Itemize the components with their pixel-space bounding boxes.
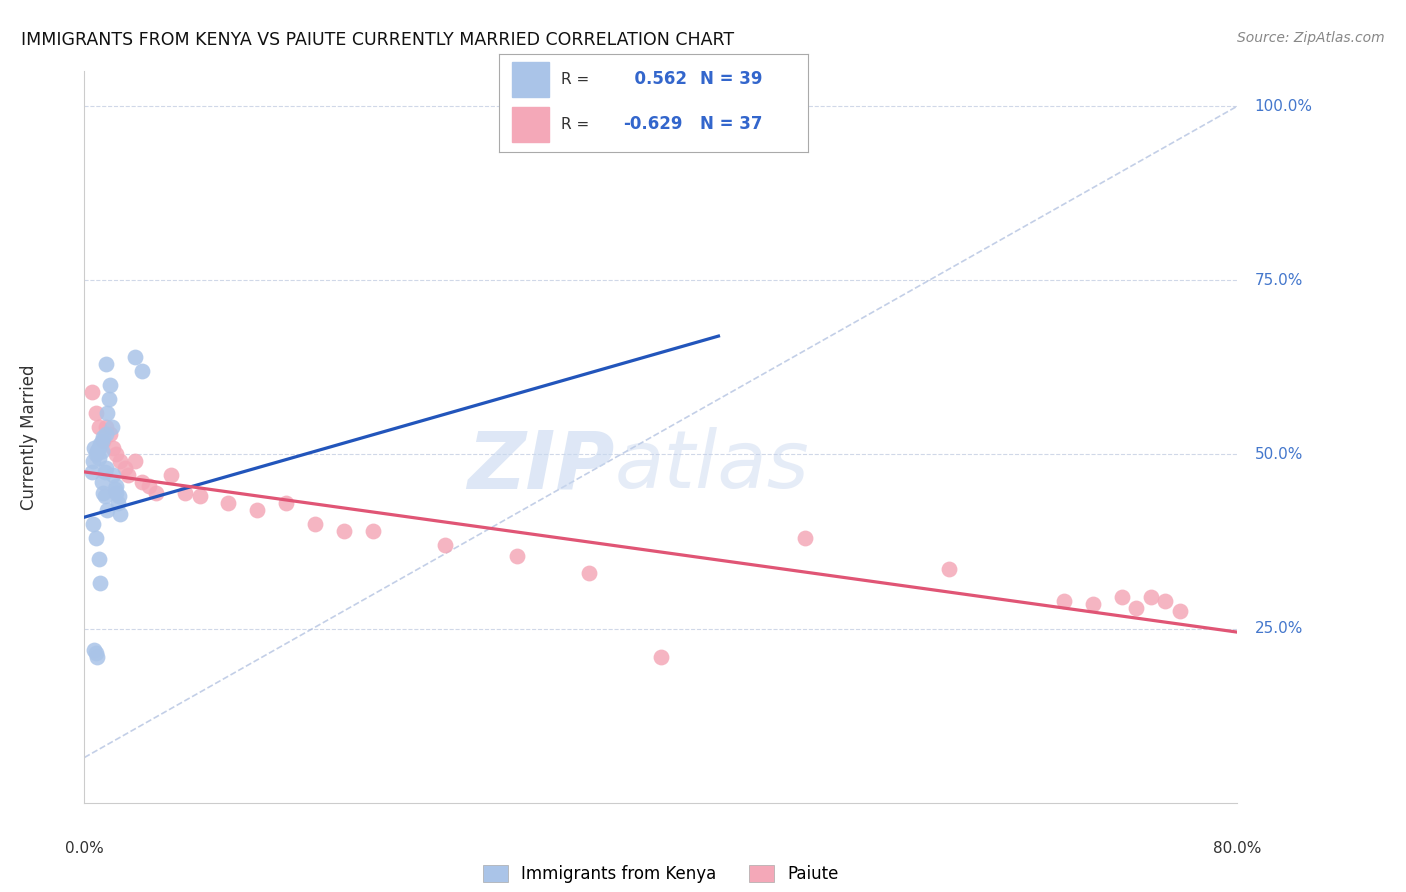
Text: 80.0%: 80.0% xyxy=(1213,841,1261,856)
Point xyxy=(160,468,183,483)
Point xyxy=(94,357,117,371)
Point xyxy=(83,642,105,657)
Point xyxy=(105,485,128,500)
Point xyxy=(174,485,197,500)
Point xyxy=(87,441,110,455)
Point xyxy=(217,496,239,510)
Text: ZIP: ZIP xyxy=(467,427,614,506)
Point xyxy=(84,531,107,545)
Point xyxy=(1168,604,1191,618)
Point xyxy=(332,524,354,538)
Point xyxy=(80,465,103,479)
Point xyxy=(90,434,112,448)
Point xyxy=(138,479,160,493)
Point xyxy=(84,406,107,420)
Point xyxy=(89,576,111,591)
Text: -0.629: -0.629 xyxy=(623,115,682,133)
Point xyxy=(274,496,298,510)
Point xyxy=(793,531,815,545)
Point xyxy=(103,468,124,483)
Text: 25.0%: 25.0% xyxy=(1254,621,1303,636)
Text: 100.0%: 100.0% xyxy=(1254,99,1313,113)
Point xyxy=(506,549,529,563)
Point xyxy=(1081,597,1104,611)
Point xyxy=(108,489,131,503)
Point xyxy=(131,364,153,378)
Point xyxy=(93,465,115,479)
Point xyxy=(104,483,127,497)
Point xyxy=(110,507,132,521)
Point xyxy=(96,406,118,420)
Point xyxy=(84,448,107,462)
Point xyxy=(105,448,128,462)
Point xyxy=(188,489,211,503)
Text: R =: R = xyxy=(561,71,589,87)
Point xyxy=(82,454,104,468)
Point xyxy=(98,426,121,441)
Text: Currently Married: Currently Married xyxy=(20,364,38,510)
Point xyxy=(433,538,456,552)
Point xyxy=(100,419,122,434)
Point xyxy=(124,454,146,468)
Point xyxy=(361,524,384,538)
Bar xyxy=(512,108,548,142)
Point xyxy=(578,566,600,580)
Point xyxy=(105,479,128,493)
Point xyxy=(107,496,129,510)
Point xyxy=(91,485,114,500)
Point xyxy=(124,350,146,364)
Point xyxy=(87,552,110,566)
Bar xyxy=(512,62,548,96)
Point xyxy=(87,419,110,434)
Point xyxy=(91,434,114,448)
Point xyxy=(91,430,114,444)
Text: 75.0%: 75.0% xyxy=(1254,273,1303,288)
Point xyxy=(110,454,132,468)
Text: N = 37: N = 37 xyxy=(700,115,762,133)
Text: Source: ZipAtlas.com: Source: ZipAtlas.com xyxy=(1237,31,1385,45)
Point xyxy=(82,517,104,532)
Text: R =: R = xyxy=(561,117,589,132)
Point xyxy=(1111,591,1133,605)
Point xyxy=(938,562,960,576)
Point xyxy=(117,468,139,483)
Point xyxy=(86,444,108,458)
Point xyxy=(114,461,136,475)
Point xyxy=(94,426,117,441)
Text: IMMIGRANTS FROM KENYA VS PAIUTE CURRENTLY MARRIED CORRELATION CHART: IMMIGRANTS FROM KENYA VS PAIUTE CURRENTL… xyxy=(21,31,734,49)
Point xyxy=(84,646,107,660)
Point xyxy=(246,503,269,517)
Point xyxy=(1053,594,1076,608)
Legend: Immigrants from Kenya, Paiute: Immigrants from Kenya, Paiute xyxy=(475,858,846,889)
Point xyxy=(1139,591,1161,605)
Point xyxy=(87,450,110,465)
Text: 50.0%: 50.0% xyxy=(1254,447,1303,462)
Point xyxy=(1154,594,1177,608)
Point xyxy=(103,441,124,455)
Point xyxy=(93,489,115,503)
Point xyxy=(98,377,121,392)
Point xyxy=(96,503,118,517)
Point xyxy=(650,649,672,664)
Point xyxy=(94,461,117,475)
Point xyxy=(86,649,108,664)
Point xyxy=(89,437,111,451)
Point xyxy=(80,384,103,399)
Point xyxy=(90,444,112,458)
Point xyxy=(131,475,153,490)
Point xyxy=(145,485,167,500)
Text: atlas: atlas xyxy=(614,427,810,506)
Point xyxy=(1125,600,1147,615)
Point xyxy=(94,419,117,434)
Text: N = 39: N = 39 xyxy=(700,70,762,88)
Point xyxy=(90,475,112,490)
Point xyxy=(83,441,105,455)
Point xyxy=(304,517,326,532)
Point xyxy=(97,392,120,406)
Text: 0.0%: 0.0% xyxy=(65,841,104,856)
Text: 0.562: 0.562 xyxy=(623,70,688,88)
